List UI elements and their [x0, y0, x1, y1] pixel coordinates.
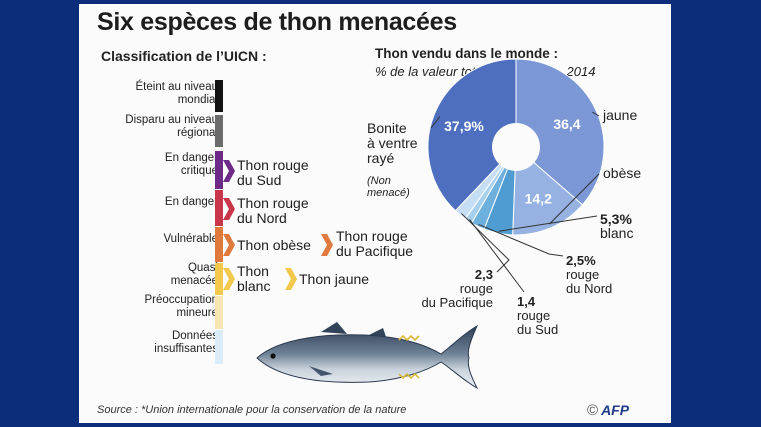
leader-line-bonite [430, 116, 441, 129]
species-thon-rouge-nord: Thon rouge du Nord [237, 195, 309, 226]
category-bar-preoccupation-mineure [215, 296, 223, 329]
arrow-icon-quasi-2 [285, 268, 297, 290]
category-label-en-danger: En danger [164, 196, 218, 208]
leader-line-rouge-nord [478, 224, 564, 257]
leader-line-blanc [498, 215, 598, 232]
value-label-jaune: 36,4 [553, 116, 580, 132]
category-bar-eteint [215, 80, 223, 112]
category-label-preoccupation-mineure: Préoccupation mineure [144, 294, 218, 319]
source-note: Source : *Union internationale pour la c… [97, 404, 407, 416]
arrow-icon-critique [223, 160, 235, 182]
species-thon-jaune: Thon jaune [299, 271, 370, 287]
category-bar-en-danger [215, 190, 223, 226]
slice-label-obese: obèse [603, 165, 642, 181]
pie-title: Thon vendu dans le monde : [375, 46, 559, 61]
category-label-vulnerable: Vulnérable [163, 233, 218, 245]
value-label-bonite: 37,9% [444, 118, 484, 134]
category-label-disparu: Disparu au niveau régional [125, 114, 218, 139]
category-bar-quasi-menacee [215, 263, 223, 295]
category-bar-disparu [215, 115, 223, 147]
slice-label-rouge-pacifique: 2,3 rouge du Pacifique [421, 267, 493, 310]
slice-label-blanc: 5,3% blanc [600, 211, 634, 241]
tuna-fish-illustration [256, 322, 479, 390]
slice-label-bonite: Bonite à ventre rayé [367, 120, 418, 166]
pie-slice-bonite-à-ventre-rayé [427, 58, 517, 212]
species-thon-blanc: Thon blanc [237, 263, 271, 294]
slice-label-jaune: jaune [603, 107, 638, 123]
pie-chart: 36,4 14,2 37,9% [427, 58, 605, 293]
category-label-eteint: Éteint au niveau mondial [135, 81, 218, 106]
leader-line-jaune [592, 111, 600, 117]
arrow-icon-vulnerable-1 [223, 234, 235, 256]
leader-line-obese [549, 173, 600, 225]
category-label-quasi-menacee: Quasi menacée [170, 262, 218, 287]
category-bar-en-danger-critique [215, 151, 223, 189]
species-thon-obese: Thon obèse [237, 237, 311, 253]
infographic-panel: Six espèces de thon menacées Classificat… [79, 4, 671, 423]
uicn-subtitle: Classification de l’UICN : [101, 48, 267, 64]
value-label-obese: 14,2 [525, 190, 552, 206]
arrow-icon-vulnerable-2 [321, 234, 333, 256]
leader-line-rouge-pacifique [461, 213, 510, 273]
leader-line-rouge-sud [469, 219, 525, 293]
copyright-icon: © [587, 402, 599, 419]
pie-slice-jaune [515, 58, 605, 206]
category-label-donnees-insuffisantes: Données insuffisantes [154, 330, 218, 355]
page-title: Six espèces de thon menacées [97, 8, 457, 36]
slice-note-bonite: (Non menacé) [367, 175, 410, 199]
arrow-icon-quasi-1 [223, 268, 235, 290]
category-bar-donnees-insuffisantes [215, 330, 223, 364]
category-label-en-danger-critique: En danger critique [164, 152, 218, 177]
slice-label-rouge-sud: 1,4 rouge du Sud [517, 294, 559, 337]
slice-label-rouge-nord: 2,5% rouge du Nord [566, 253, 613, 296]
arrow-icon-en-danger [223, 198, 235, 220]
species-thon-rouge-pacifique: Thon rouge du Pacifique [336, 228, 414, 259]
pie-donut-hole [492, 123, 540, 171]
category-bar-vulnerable [215, 227, 223, 262]
afp-credit: © AFP [587, 402, 630, 419]
species-thon-rouge-sud: Thon rouge du Sud [237, 157, 309, 188]
pie-slice-obèse [512, 145, 584, 236]
